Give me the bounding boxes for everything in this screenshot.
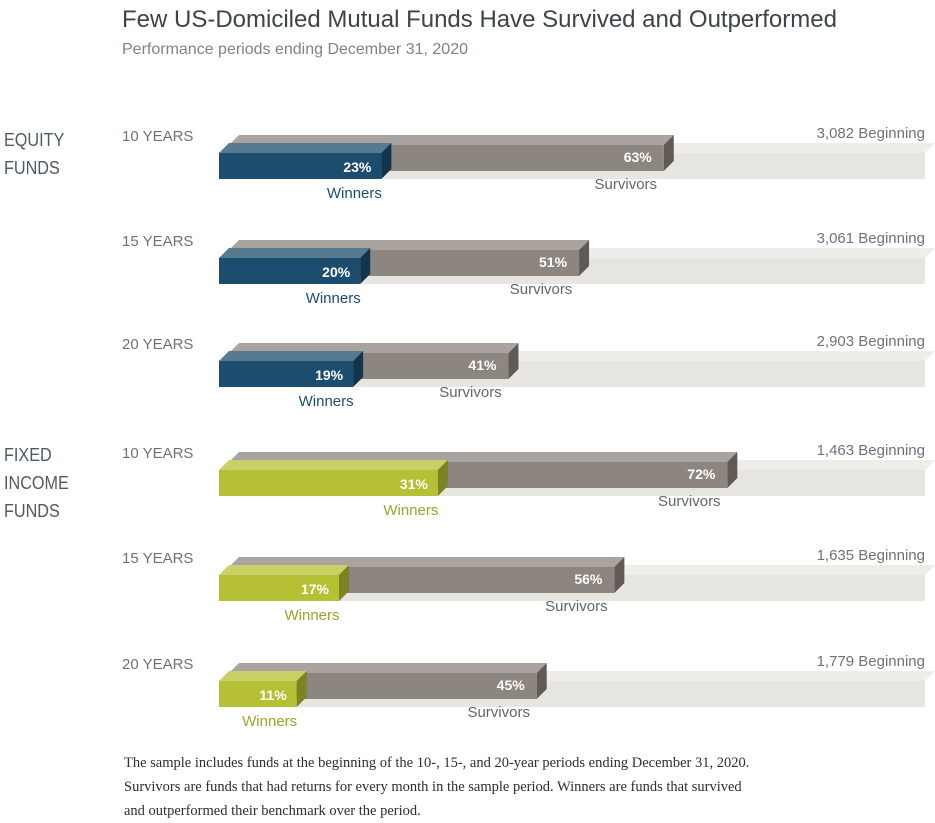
- period-label: 15 YEARS: [122, 233, 193, 250]
- survivors-bar-side: [663, 135, 674, 171]
- winners-bar-side: [381, 143, 392, 179]
- survivors-value-label: 45%: [497, 677, 526, 693]
- winners-label: Winners: [299, 393, 354, 410]
- beginning-label: 1,635 Beginning: [817, 547, 925, 564]
- winners-bar-top: [219, 143, 392, 153]
- winners-label: Winners: [306, 290, 361, 307]
- winners-label: Winners: [327, 185, 382, 202]
- winners-bar-front: [219, 258, 361, 284]
- winners-bar-side: [437, 460, 448, 496]
- survivors-value-label: 41%: [468, 357, 497, 373]
- winners-bar-side: [339, 565, 350, 601]
- winners-value-label: 19%: [315, 367, 344, 383]
- period-label: 10 YEARS: [122, 445, 193, 462]
- footnote-line-2: Survivors are funds that had returns for…: [124, 779, 742, 795]
- winners-bar-top: [219, 671, 307, 681]
- bar-row-4: 10 YEARS 1,463 Beginning 72% Survivors 31% Wi…: [122, 442, 935, 519]
- bar-row-1: 10 YEARS 3,082 Beginning 63% Survivors 23% Wi…: [122, 125, 935, 202]
- winners-label: Winners: [285, 607, 340, 624]
- survivors-label: Survivors: [467, 704, 530, 721]
- winners-bar-side: [353, 351, 364, 387]
- footnote-line-1: The sample includes funds at the beginni…: [124, 755, 750, 771]
- survivors-bar-side: [536, 663, 547, 699]
- winners-value-label: 23%: [343, 159, 372, 175]
- period-label: 20 YEARS: [122, 656, 193, 673]
- bar-row-6: 20 YEARS 1,779 Beginning 45% Survivors 11% Wi…: [122, 653, 935, 730]
- survivors-label: Survivors: [595, 176, 658, 193]
- bar-row-5: 15 YEARS 1,635 Beginning 56% Survivors 17% Wi…: [122, 547, 935, 624]
- survivors-bar-top: [229, 135, 674, 145]
- period-label: 20 YEARS: [122, 336, 193, 353]
- survivors-value-label: 72%: [687, 466, 716, 482]
- survivors-label: Survivors: [658, 493, 721, 510]
- bar-row-3: 20 YEARS 2,903 Beginning 41% Survivors 19% Wi…: [122, 333, 935, 410]
- period-label: 15 YEARS: [122, 550, 193, 567]
- survivors-bar-side: [727, 452, 738, 488]
- survivors-label: Survivors: [545, 598, 608, 615]
- group-label-fixed-income: FIXED INCOME FUNDS: [4, 445, 69, 521]
- winners-bar-side: [296, 671, 307, 707]
- winners-bar-front: [219, 681, 297, 707]
- group-label-equity: EQUITY FUNDS: [4, 130, 65, 178]
- beginning-label: 1,463 Beginning: [817, 442, 925, 459]
- survivors-bar-top: [229, 240, 590, 250]
- winners-bar-top: [219, 248, 371, 258]
- winners-label: Winners: [383, 502, 438, 519]
- survivors-bar-side: [614, 557, 625, 593]
- winners-bar-front: [219, 153, 382, 179]
- survivors-value-label: 63%: [624, 149, 653, 165]
- footnote: The sample includes funds at the beginni…: [124, 751, 884, 823]
- survivors-label: Survivors: [439, 384, 502, 401]
- winners-value-label: 20%: [322, 264, 351, 280]
- footnote-line-3: and outperformed their benchmark over th…: [124, 803, 421, 819]
- bar-row-2: 15 YEARS 3,061 Beginning 51% Survivors 20% Wi…: [122, 230, 935, 307]
- winners-bar-top: [219, 351, 364, 361]
- winners-value-label: 17%: [301, 581, 330, 597]
- survivors-bar-side: [579, 240, 590, 276]
- winners-value-label: 31%: [400, 476, 429, 492]
- survivors-bar-side: [508, 343, 519, 379]
- chart-canvas: 10 YEARS 3,082 Beginning 63% Survivors 23% Wi…: [122, 125, 935, 730]
- beginning-label: 2,903 Beginning: [817, 333, 925, 350]
- winners-bar-front: [219, 361, 354, 387]
- survivors-bar-top: [229, 452, 738, 462]
- beginning-label: 3,061 Beginning: [817, 230, 925, 247]
- survivors-label: Survivors: [510, 281, 573, 298]
- winners-label: Winners: [242, 713, 297, 730]
- survivors-bar-top: [229, 343, 519, 353]
- winners-bar-front: [219, 575, 340, 601]
- survivors-bar-top: [229, 663, 547, 673]
- beginning-label: 3,082 Beginning: [817, 125, 925, 142]
- survivors-value-label: 51%: [539, 254, 568, 270]
- winners-bar-side: [360, 248, 371, 284]
- winners-value-label: 11%: [259, 687, 287, 703]
- survivors-bar-top: [229, 557, 625, 567]
- winners-bar-top: [219, 565, 350, 575]
- winners-bar-front: [219, 470, 438, 496]
- beginning-label: 1,779 Beginning: [817, 653, 925, 670]
- chart-subtitle: Performance periods ending December 31, …: [122, 41, 468, 58]
- period-label: 10 YEARS: [122, 128, 193, 145]
- chart-title: Few US-Domiciled Mutual Funds Have Survi…: [122, 6, 837, 33]
- survivors-value-label: 56%: [574, 571, 603, 587]
- winners-bar-top: [219, 460, 448, 470]
